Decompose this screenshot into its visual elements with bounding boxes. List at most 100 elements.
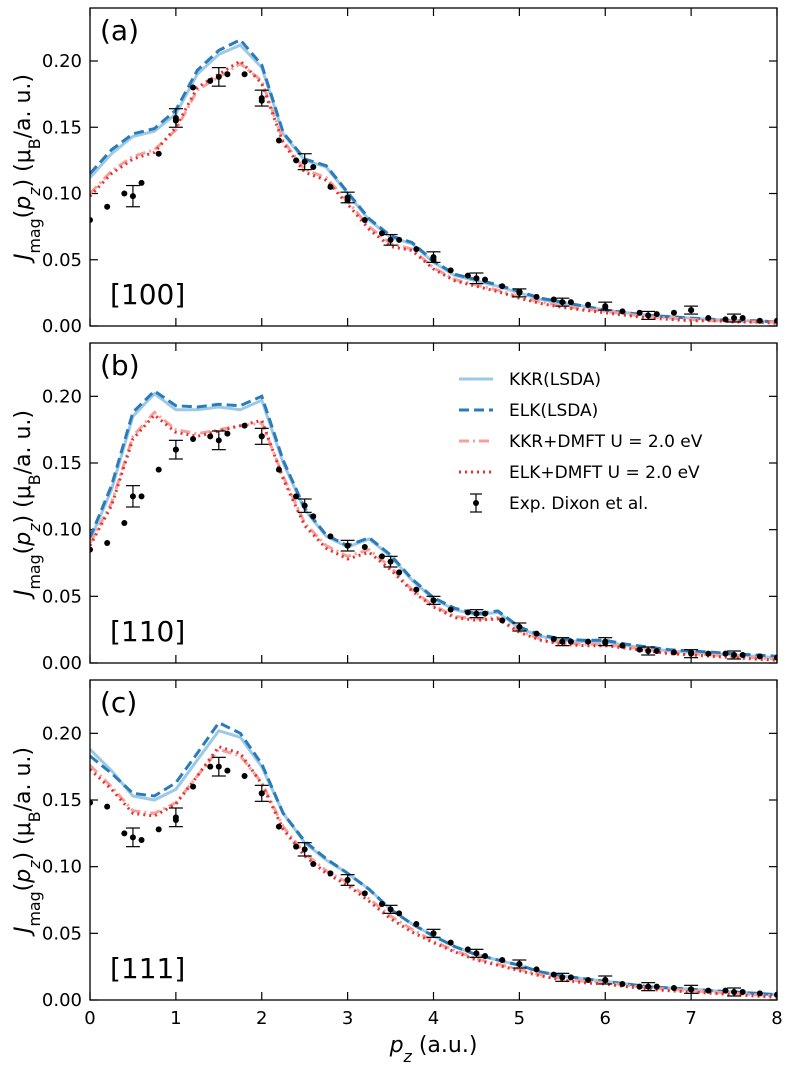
error-point [473,275,480,282]
exp-point [464,272,471,279]
exp-point [275,466,282,473]
exp-point [104,203,111,210]
y-tick-label: 0.15 [42,453,82,474]
exp-point [636,309,643,316]
label-part: B [25,138,44,149]
exp-point [138,837,145,843]
exp-point [722,316,729,323]
plot-area [90,720,777,999]
exp-point [653,983,660,990]
exp-point [756,990,763,997]
exp-point [361,217,368,223]
error-point [731,315,738,322]
exp-point [361,544,368,550]
error-point [688,307,695,314]
exp-point [207,77,214,84]
label-part: (a.u.) [412,1033,478,1058]
exp-point [155,150,162,157]
label-part: p [11,869,36,884]
exp-point [207,433,214,440]
panel-label: (c) [100,686,137,719]
exp-point [670,309,677,316]
exp-point [550,971,557,978]
label-part: p [11,532,36,547]
panel: 0.00 0.05 0.10 0.15 0.20 (a) [100] Jmag(pz) (μB… [11,7,778,337]
exp-point [722,987,729,994]
error-point [602,638,609,645]
exp-point [653,311,660,318]
exp-point [447,606,454,613]
error-point [172,114,179,121]
exp-point [207,763,214,770]
label-part: J [11,589,36,600]
exp-point [670,985,677,991]
exp-point [241,422,248,429]
exp-point [396,236,403,243]
legend-label: ELK+DMFT U = 2.0 eV [509,463,700,483]
panel: 0.00 0.05 0.10 0.15 0.20 0 1 2 3 4 5 6 7 8 (c) [111] Jma… [11,679,783,1066]
exp-point [619,308,626,315]
exp-point [190,84,197,91]
exp-point [739,315,746,322]
y-tick-label: 0.05 [42,250,82,271]
label-part: z [25,523,44,533]
exp-point [241,773,248,779]
exp-point [275,137,282,144]
annotation: [110] [110,615,185,648]
error-point [688,650,695,657]
exp-point [670,649,677,656]
error-point [129,834,136,841]
axes-frame [89,342,778,664]
exp-point [327,870,334,877]
exp-point [774,991,777,998]
exp-point [585,977,592,983]
axes-frame [89,7,778,327]
exp-point [774,317,777,324]
error-point [516,961,523,967]
label-part: mag [25,554,44,589]
legend-label: ELK(LSDA) [509,401,598,421]
exp-point [482,610,489,617]
error-point [602,303,609,310]
error-point [172,446,179,453]
exp-point [138,493,145,500]
label-part: ) (μ [11,149,36,187]
exp-point [310,164,317,170]
y-tick-label: 0.15 [42,117,82,138]
plot-area [90,37,777,325]
error-point [129,193,136,200]
x-tick-label: 3 [342,1008,353,1029]
x-tick-label: 8 [771,1008,782,1029]
error-point [688,986,695,993]
exp-point [482,276,489,283]
x-axis-label: pz (a.u.) [389,1033,478,1063]
exp-point [499,283,506,290]
exp-point [361,890,368,897]
exp-point [413,246,420,253]
exp-point [447,939,454,946]
label-part: /a. u.) [11,74,36,138]
error-point [602,977,609,983]
x-tick-label: 6 [600,1008,611,1029]
exp-point [739,652,746,658]
exp-point [619,981,626,987]
y-tick-label: 0.20 [42,723,82,744]
y-tick-label: 0.20 [42,51,82,72]
error-point [301,158,308,165]
error-point [387,236,394,243]
error-point [430,930,437,937]
exp-point [121,830,128,837]
line [90,389,777,658]
error-point [344,877,351,883]
panel-label: (b) [100,349,140,382]
y-axis-label: Jmag(pz) (μB/a. u.) [11,747,44,937]
error-point [731,989,738,995]
exp-point [224,767,231,774]
label-part: mag [25,891,44,926]
error-point [516,289,523,296]
y-tick-label: 0.15 [42,790,82,811]
axes-frame [89,679,778,1001]
label-part: /a. u.) [11,410,36,474]
exp-point [533,630,540,637]
